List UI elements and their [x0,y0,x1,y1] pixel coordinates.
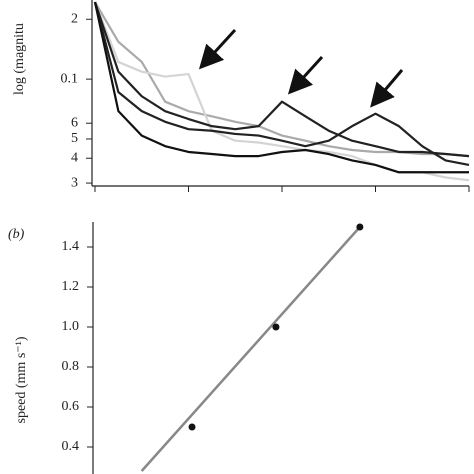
plot-area [140,223,364,472]
y-tick-label: 4 [71,150,78,165]
point [356,223,364,231]
y-tick-label: 0.1 [61,71,79,86]
y-axis-label: speed (mm s⁻¹) [14,336,29,423]
line [93,1,469,174]
y-axis-label: log (magnitu [12,23,27,95]
y-tick-label: 1.0 [62,319,80,334]
arrow [370,69,404,108]
point [272,323,280,331]
y-tick-label: 1.4 [62,239,80,254]
y-tick-label: 6 [71,115,78,130]
arrow [287,55,324,95]
plot-area [93,1,470,182]
y-tick-label: 2 [71,11,78,26]
panel-label: (b) [8,227,25,242]
y-tick-label: 5 [71,131,78,146]
line [94,1,470,158]
y-tick-label: 0.6 [62,399,80,414]
y-tick-label: 1.2 [62,279,80,294]
line [93,1,470,167]
arrow [198,28,237,70]
y-tick-label: 0.4 [62,439,80,454]
y-tick-label: 3 [71,175,78,190]
line [140,226,361,472]
line [93,1,470,158]
point [188,423,196,431]
y-tick-label: 0.8 [62,359,80,374]
